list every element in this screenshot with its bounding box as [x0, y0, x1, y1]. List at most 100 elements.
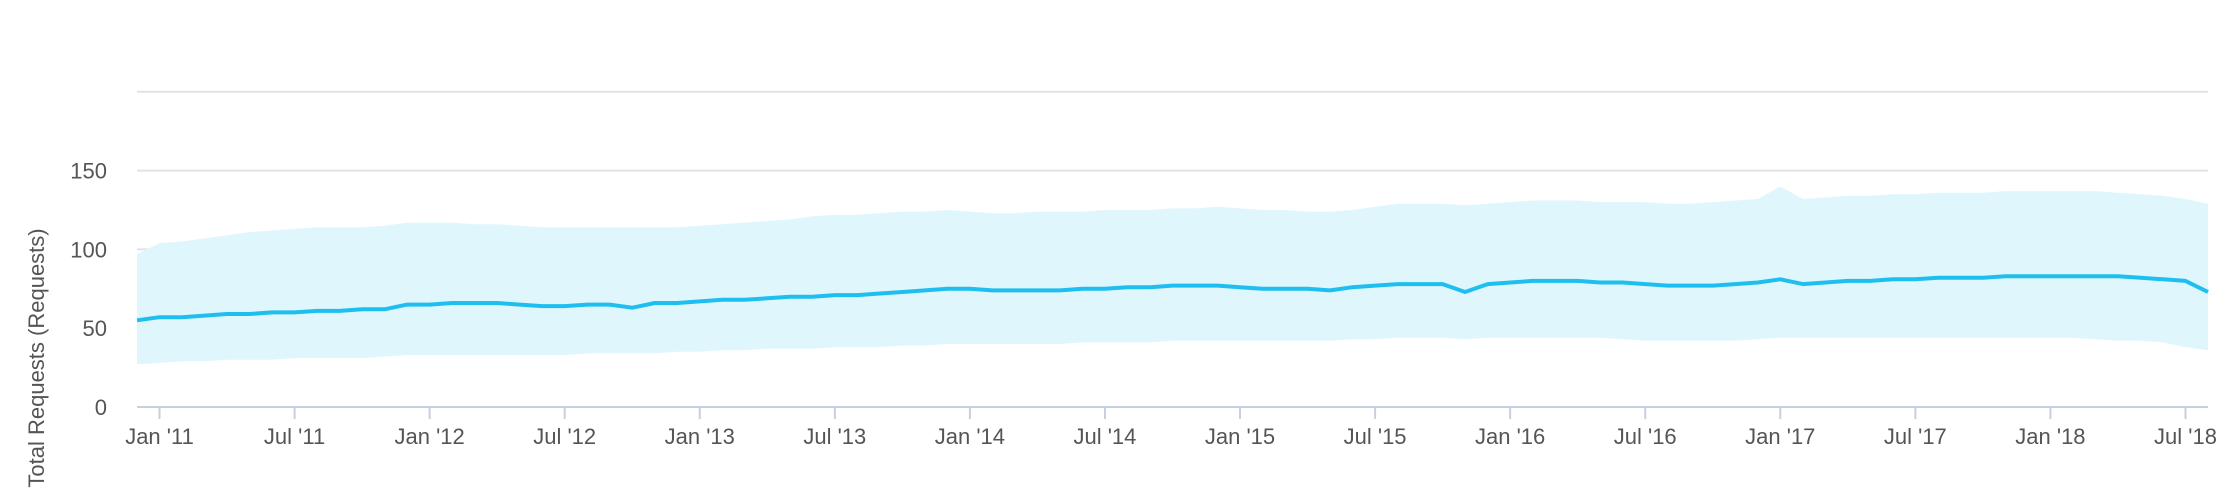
series-point	[922, 287, 928, 293]
series-point	[764, 295, 770, 301]
x-tick-label: Jan '16	[1475, 424, 1545, 449]
series-point	[1530, 278, 1536, 284]
series-point	[1687, 283, 1693, 289]
x-tick-label: Jan '11	[125, 424, 194, 449]
series-point	[584, 302, 590, 308]
series-point	[1665, 283, 1671, 289]
series-point	[2160, 276, 2166, 282]
series-point	[382, 306, 388, 312]
series-point	[719, 297, 725, 303]
series-point	[967, 286, 973, 292]
series-point	[1080, 286, 1086, 292]
series-point	[877, 291, 883, 297]
series-point	[247, 311, 253, 317]
series-point	[427, 302, 433, 308]
series-point	[2002, 273, 2008, 279]
series-point	[2183, 278, 2189, 284]
series-point	[1552, 278, 1558, 284]
series-point	[607, 302, 613, 308]
x-tick-label: Jan '18	[2015, 424, 2085, 449]
x-tick-label: Jan '13	[665, 424, 735, 449]
series-point	[899, 289, 905, 295]
series-point	[2138, 275, 2144, 281]
series-point	[1642, 281, 1648, 287]
series-point	[2047, 273, 2053, 279]
series-point	[517, 302, 523, 308]
series-point	[1192, 283, 1198, 289]
series-point	[1372, 283, 1378, 289]
x-tick-label: Jan '14	[935, 424, 1005, 449]
series-point	[1012, 287, 1018, 293]
series-point	[629, 305, 635, 311]
series-point	[2092, 273, 2098, 279]
y-axis-label: Total Requests (Requests)	[24, 228, 49, 487]
series-point	[1215, 283, 1221, 289]
series-point	[539, 303, 545, 309]
series-point	[202, 313, 208, 319]
series-point	[1867, 278, 1873, 284]
series-point	[652, 300, 658, 306]
series-point	[359, 306, 365, 312]
series-point	[337, 308, 343, 314]
series-point	[179, 314, 185, 320]
series-point	[449, 300, 455, 306]
series-point	[2205, 289, 2211, 295]
x-tick-label: Jul '17	[1884, 424, 1947, 449]
series-point	[1102, 286, 1108, 292]
series-point	[562, 303, 568, 309]
x-axis: Jan '11 Jul '11 Jan '12 Jul '12 Jan '13 Jul '…	[125, 407, 2217, 449]
series-point	[2025, 273, 2031, 279]
series-point	[1462, 289, 1468, 295]
series-point	[2115, 273, 2121, 279]
series-point	[854, 292, 860, 298]
series-point	[1620, 280, 1626, 286]
series-point	[1260, 286, 1266, 292]
x-tick-label: Jul '16	[1614, 424, 1677, 449]
series-point	[1980, 275, 1986, 281]
series-point	[1170, 283, 1176, 289]
series-point	[1282, 286, 1288, 292]
series-point	[1800, 281, 1806, 287]
series-point	[1327, 287, 1333, 293]
series-point	[1485, 281, 1491, 287]
series-point	[224, 311, 230, 317]
series-point	[1597, 280, 1603, 286]
x-tick-label: Jan '17	[1745, 424, 1815, 449]
y-tick-label: 0	[95, 395, 107, 420]
x-tick-label: Jul '18	[2154, 424, 2217, 449]
x-tick-label: Jul '15	[1344, 424, 1407, 449]
series-point	[809, 294, 815, 300]
series-point	[787, 294, 793, 300]
series-point	[1845, 278, 1851, 284]
series-point	[1350, 284, 1356, 290]
series-point	[989, 287, 995, 293]
range-band-area	[137, 186, 2208, 364]
x-tick-label: Jul '12	[533, 424, 596, 449]
series-point	[1305, 286, 1311, 292]
series-point	[1395, 281, 1401, 287]
series-point	[832, 292, 838, 298]
series-point	[1912, 276, 1918, 282]
series-point	[1507, 280, 1513, 286]
x-tick-label: Jul '13	[803, 424, 866, 449]
x-tick-label: Jul '11	[264, 424, 325, 449]
series-point	[1822, 280, 1828, 286]
series-point	[1147, 284, 1153, 290]
series-point	[269, 309, 275, 315]
x-tick-label: Jul '14	[1074, 424, 1137, 449]
series-point	[674, 300, 680, 306]
series-point	[314, 308, 320, 314]
y-tick-label: 150	[70, 159, 107, 184]
series-point	[742, 297, 748, 303]
series-point	[494, 300, 500, 306]
series-point	[1732, 281, 1738, 287]
x-tick-label: Jan '15	[1205, 424, 1275, 449]
y-axis-ticks: 0 50 100 150	[70, 159, 107, 420]
series-point	[1710, 283, 1716, 289]
series-point	[1125, 284, 1131, 290]
y-tick-label: 100	[70, 237, 107, 262]
series-point	[1440, 281, 1446, 287]
series-point	[1034, 287, 1040, 293]
series-point	[1755, 280, 1761, 286]
